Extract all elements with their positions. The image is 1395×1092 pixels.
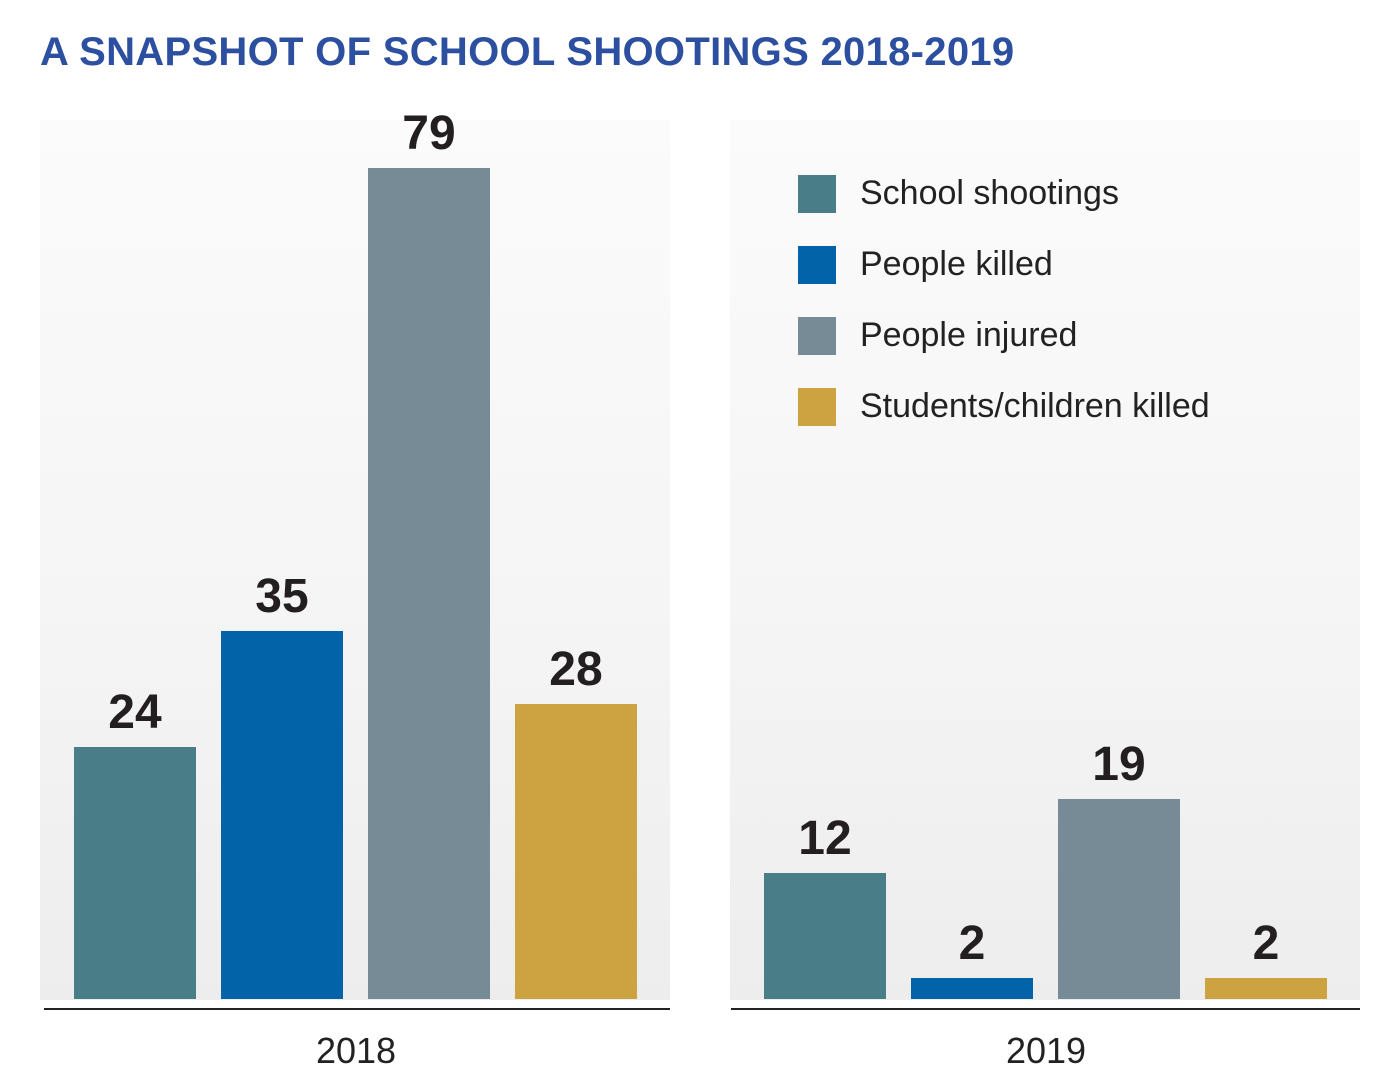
legend-swatch-students-children-killed [798, 387, 836, 426]
bar-2019-people-killed [911, 977, 1033, 999]
legend-item-people-injured: People injured [798, 300, 1210, 371]
bar-2018-people-killed [221, 630, 343, 999]
legend-item-students-children-killed: Students/children killed [798, 371, 1210, 442]
bar-2018-students-children-killed [515, 704, 637, 999]
value-label-2019-school-shootings: 12 [798, 811, 852, 865]
bar-2018-school-shootings [74, 746, 196, 999]
bar-2019-people-injured [1058, 799, 1180, 999]
value-label-2018-school-shootings: 24 [108, 685, 162, 739]
legend-swatch-school-shootings [798, 174, 836, 213]
x-axis-2018 [44, 1008, 670, 1010]
value-label-2018-people-injured: 79 [402, 107, 456, 160]
chart-title: A SNAPSHOT OF SCHOOL SHOOTINGS 2018-2019 [40, 30, 1015, 74]
value-label-2018-students-children-killed: 28 [549, 643, 603, 697]
x-axis-2019 [731, 1008, 1360, 1010]
x-tick-label-2018: 2018 [315, 1030, 397, 1071]
bar-2019-students-children-killed [1205, 977, 1327, 999]
x-tick-label-2019: 2019 [1005, 1030, 1087, 1071]
legend-swatch-people-killed [798, 245, 836, 284]
value-label-2019-people-killed: 2 [958, 916, 986, 970]
bar-2019-school-shootings [764, 872, 886, 999]
legend-item-school-shootings: School shootings [798, 158, 1210, 229]
legend-label-people-killed: People killed [860, 245, 1053, 283]
value-label-2018-people-killed: 35 [255, 569, 309, 623]
legend: School shootings People killed People in… [798, 158, 1210, 442]
legend-item-people-killed: People killed [798, 229, 1210, 300]
bar-2018-people-injured [368, 168, 490, 999]
value-label-2019-students-children-killed: 2 [1252, 916, 1280, 970]
value-label-2019-people-injured: 19 [1092, 738, 1146, 792]
legend-label-students-children-killed: Students/children killed [860, 387, 1210, 425]
legend-swatch-people-injured [798, 316, 836, 355]
legend-label-people-injured: People injured [860, 316, 1078, 354]
legend-label-school-shootings: School shootings [860, 174, 1119, 212]
